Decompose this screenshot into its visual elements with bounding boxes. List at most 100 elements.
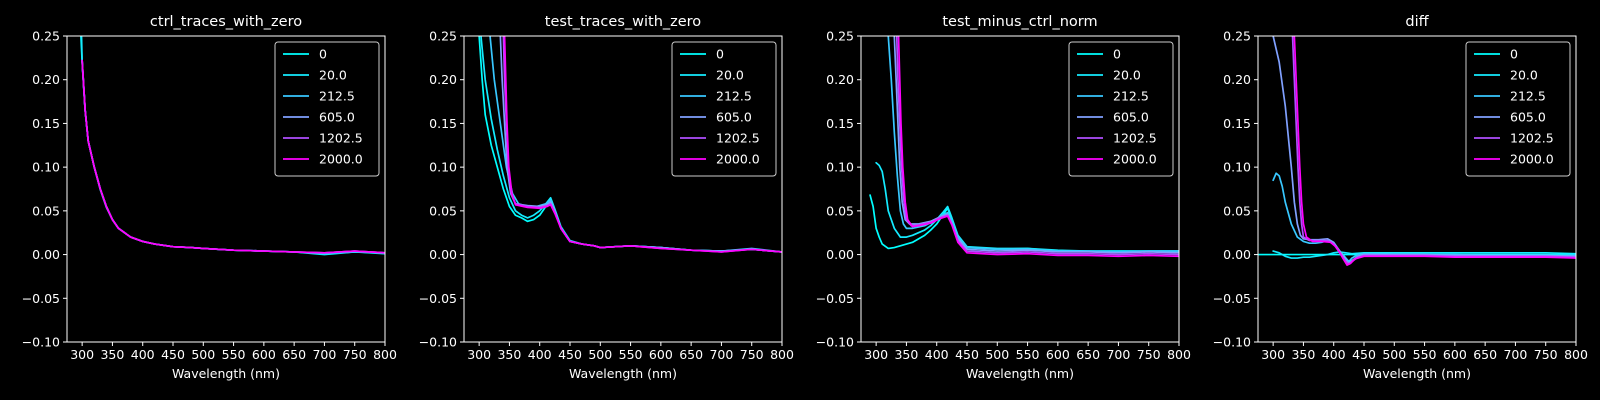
y-tick-label: 0.05 (826, 203, 854, 218)
x-tick-label: 450 (1352, 347, 1376, 362)
y-tick-label: −0.05 (419, 291, 457, 306)
y-tick-label: −0.10 (1213, 335, 1251, 350)
y-tick-label: 0.15 (32, 116, 60, 131)
x-tick-label: 400 (528, 347, 552, 362)
legend-entry-label: 605.0 (716, 110, 752, 125)
y-tick-label: 0.10 (1223, 160, 1251, 175)
series-group (1258, 36, 1576, 266)
x-tick-label: 800 (1167, 347, 1191, 362)
chart-title: ctrl_traces_with_zero (150, 14, 302, 30)
x-tick-label: 800 (770, 347, 794, 362)
x-tick-label: 500 (985, 347, 1009, 362)
series-group (478, 36, 782, 253)
x-tick-label: 600 (649, 347, 673, 362)
subplot-1: ctrl_traces_with_zero 300 350 400 450 500 550 6… (22, 14, 397, 381)
legend-entry-label: 212.5 (1113, 89, 1149, 104)
series-line-605.0 (893, 36, 1179, 254)
legend-entry-label: 212.5 (1510, 89, 1546, 104)
x-tick-label: 300 (467, 347, 491, 362)
y-tick-label: 0.25 (1223, 29, 1251, 44)
legend-entry-label: 605.0 (1113, 110, 1149, 125)
x-tick-label: 700 (312, 347, 336, 362)
plot-frame (463, 35, 783, 343)
subplot-2: test_traces_with_zero 300 350 400 450 500 550 6… (419, 14, 794, 381)
x-tick-label: 550 (619, 347, 643, 362)
y-tick-label: −0.10 (419, 335, 457, 350)
x-tick-label: 750 (1137, 347, 1161, 362)
x-tick-label: 800 (373, 347, 397, 362)
legend-entry-label: 20.0 (1510, 68, 1538, 83)
legend: 0 20.0 212.5 605.0 1202.5 2000.0 (1068, 41, 1174, 177)
series-group (80, 36, 385, 256)
legend-entry-label: 0 (319, 47, 327, 62)
x-tick-label: 350 (497, 347, 521, 362)
plot-frame (1257, 35, 1577, 343)
legend-entry-label: 2000.0 (1510, 152, 1554, 167)
legend-entry-label: 2000.0 (1113, 152, 1157, 167)
legend-entry-label: 20.0 (1113, 68, 1141, 83)
legend-entry-label: 212.5 (716, 89, 752, 104)
legend-entry-label: 1202.5 (1113, 131, 1157, 146)
x-tick-label: 400 (1322, 347, 1346, 362)
subplot-4: diff 300 350 400 450 500 550 600 650 700 750 800 −0.… (1213, 14, 1588, 381)
x-tick-label: 700 (1106, 347, 1130, 362)
series-line-212.5 (887, 36, 1179, 253)
y-tick-label: 0.05 (1223, 203, 1251, 218)
y-tick-label: 0.15 (429, 116, 457, 131)
x-tick-label: 650 (1076, 347, 1100, 362)
series-line-2000.0 (897, 36, 1179, 258)
series-group (869, 36, 1179, 258)
legend-entry-label: 2000.0 (716, 152, 760, 167)
legend-entry-label: 1202.5 (319, 131, 363, 146)
x-tick-label: 650 (679, 347, 703, 362)
x-tick-label: 750 (740, 347, 764, 362)
y-tick-label: 0.05 (429, 203, 457, 218)
y-tick-label: −0.05 (1213, 291, 1251, 306)
y-tick-label: 0.20 (826, 72, 854, 87)
x-tick-label: 300 (1261, 347, 1285, 362)
subplot-3: test_minus_ctrl_norm 300 350 400 450 500 550 60… (816, 14, 1191, 381)
legend-entry-label: 20.0 (319, 68, 347, 83)
y-tick-label: 0.20 (1223, 72, 1251, 87)
y-tick-label: −0.05 (22, 291, 60, 306)
y-tick-label: 0.10 (32, 160, 60, 175)
x-tick-label: 450 (955, 347, 979, 362)
x-tick-label: 800 (1564, 347, 1588, 362)
x-tick-label: 400 (131, 347, 155, 362)
legend: 0 20.0 212.5 605.0 1202.5 2000.0 (671, 41, 777, 177)
y-tick-label: 0.10 (826, 160, 854, 175)
x-tick-label: 500 (588, 347, 612, 362)
y-tick-label: 0.00 (32, 247, 60, 262)
plot-frame (66, 35, 386, 343)
y-tick-label: 0.10 (429, 160, 457, 175)
legend-entry-label: 2000.0 (319, 152, 363, 167)
x-tick-label: 300 (70, 347, 94, 362)
legend-entry-label: 605.0 (319, 110, 355, 125)
series-line-2000.0 (1293, 36, 1576, 266)
series-line-20.0 (1272, 250, 1576, 259)
chart-title: test_traces_with_zero (545, 14, 702, 30)
x-tick-label: 700 (1503, 347, 1527, 362)
x-tick-label: 600 (252, 347, 276, 362)
chart-title: test_minus_ctrl_norm (942, 14, 1097, 30)
y-tick-label: −0.05 (816, 291, 854, 306)
x-tick-label: 600 (1443, 347, 1467, 362)
y-tick-label: −0.10 (816, 335, 854, 350)
y-tick-label: 0.00 (1223, 247, 1251, 262)
x-axis-label: Wavelength (nm) (966, 366, 1074, 381)
x-tick-label: 550 (1016, 347, 1040, 362)
x-axis-label: Wavelength (nm) (172, 366, 280, 381)
x-tick-label: 350 (100, 347, 124, 362)
series-line-2000.0 (81, 59, 385, 254)
y-tick-label: 0.05 (32, 203, 60, 218)
y-tick-label: 0.00 (429, 247, 457, 262)
subplot-grid: ctrl_traces_with_zero 300 350 400 450 500 550 6… (22, 14, 1588, 381)
y-tick-label: 0.20 (32, 72, 60, 87)
y-tick-label: 0.00 (826, 247, 854, 262)
x-tick-label: 750 (343, 347, 367, 362)
y-tick-label: −0.10 (22, 335, 60, 350)
legend-entry-label: 0 (1113, 47, 1121, 62)
series-line-1202.5 (895, 36, 1179, 256)
